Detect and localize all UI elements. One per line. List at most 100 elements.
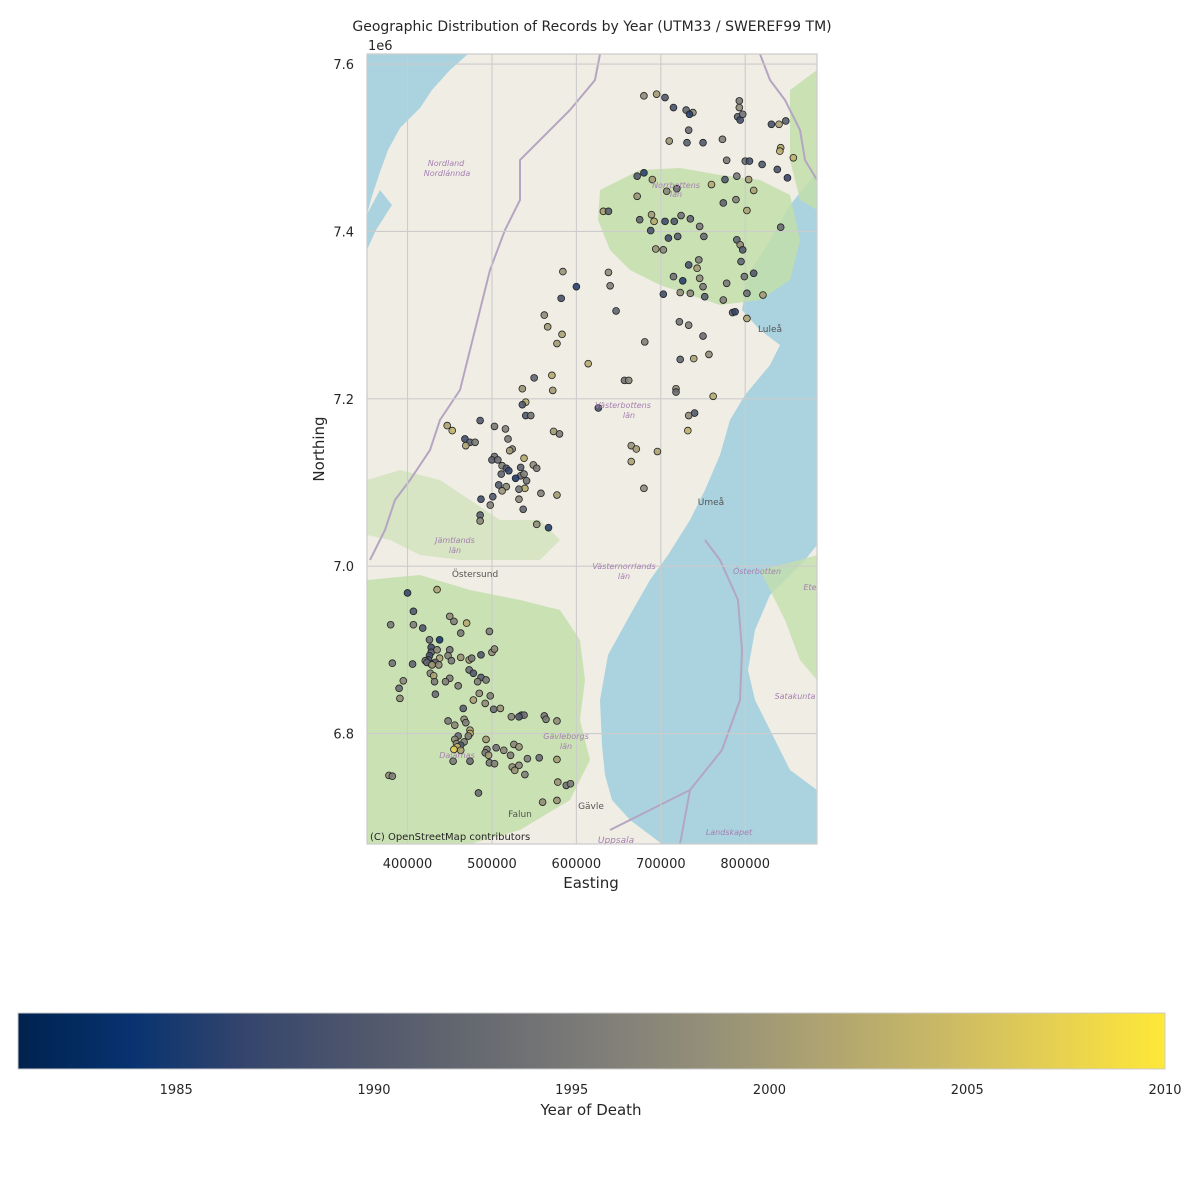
scatter-point bbox=[490, 645, 499, 653]
scatter-point bbox=[395, 684, 403, 693]
map-label: Västerbottens bbox=[595, 401, 651, 410]
scatter-point bbox=[566, 779, 575, 788]
x-tick-label: 600000 bbox=[552, 857, 602, 872]
y-tick-label: 7.0 bbox=[333, 560, 354, 575]
basemap bbox=[367, 54, 817, 844]
scatter-point bbox=[386, 620, 395, 629]
scatter-point bbox=[662, 187, 671, 196]
border-sweden-finland bbox=[759, 54, 817, 181]
scatter-point bbox=[425, 636, 434, 644]
scatter-point bbox=[434, 661, 443, 669]
border-maritime bbox=[609, 539, 744, 844]
scatter-point bbox=[515, 495, 523, 504]
map-label: Gävleborgs bbox=[543, 732, 589, 741]
scatter-point bbox=[647, 210, 656, 219]
scatter-point bbox=[653, 447, 662, 456]
scatter-point bbox=[456, 746, 465, 755]
scatter-point bbox=[388, 659, 397, 668]
scatter-point bbox=[743, 206, 751, 215]
forest-northeast bbox=[790, 70, 817, 210]
scatter-point bbox=[745, 157, 754, 165]
scatter-point bbox=[486, 692, 495, 700]
colorbar-tick-label: 2010 bbox=[1148, 1083, 1181, 1098]
scatter-point bbox=[482, 676, 490, 684]
scatter-point bbox=[652, 90, 661, 98]
scatter-point bbox=[684, 126, 693, 134]
scatter-point bbox=[515, 485, 523, 493]
colorbar-ticks: 1985 1990 1995 2000 2005 2010 bbox=[160, 1083, 1182, 1098]
scatter-point bbox=[448, 426, 457, 435]
forest-south bbox=[367, 575, 590, 844]
scatter-point bbox=[431, 690, 440, 699]
scatter-point bbox=[689, 354, 698, 363]
scatter-point bbox=[554, 778, 562, 786]
scatter-point bbox=[759, 291, 767, 299]
scatter-point bbox=[684, 261, 693, 269]
scatter-point bbox=[735, 103, 744, 112]
y-tick-label: 7.2 bbox=[333, 393, 354, 408]
map-label: Nordland bbox=[428, 159, 465, 168]
scatter-point bbox=[632, 445, 641, 453]
scatter-point bbox=[604, 268, 613, 277]
scatter-point bbox=[705, 350, 713, 359]
scatter-point bbox=[606, 282, 614, 290]
scatter-point bbox=[749, 186, 758, 195]
scatter-point bbox=[485, 627, 494, 636]
scatter-point bbox=[490, 759, 499, 768]
map-label: Östersund bbox=[452, 569, 498, 580]
scatter-point bbox=[740, 272, 749, 281]
scatter-point bbox=[640, 484, 648, 493]
scatter-point bbox=[522, 477, 531, 485]
scatter-point bbox=[648, 175, 657, 184]
x-tick-label: 800000 bbox=[720, 857, 770, 872]
scatter-point bbox=[484, 751, 493, 760]
scatter-point bbox=[584, 359, 593, 368]
scatter-point bbox=[530, 374, 538, 382]
scatter-point bbox=[510, 766, 519, 775]
scatter-point bbox=[396, 694, 404, 703]
norway-fjord-sea bbox=[367, 190, 392, 250]
scatter-point bbox=[627, 457, 636, 466]
scatter-point bbox=[700, 292, 709, 301]
colorbar-label: Year of Death bbox=[539, 1101, 641, 1119]
y-axis-label: Northing bbox=[310, 416, 328, 481]
scatter-point bbox=[684, 321, 693, 329]
scatter-point bbox=[488, 492, 497, 501]
x-tick-label: 500000 bbox=[467, 857, 517, 872]
scatter-point bbox=[467, 654, 476, 663]
scatter-point bbox=[542, 715, 550, 724]
scatter-point bbox=[604, 207, 613, 216]
scatter-point bbox=[388, 772, 397, 781]
y-offset-label: 1e6 bbox=[368, 39, 393, 54]
scatter-point bbox=[490, 422, 499, 431]
map-label: Umeå bbox=[698, 497, 724, 508]
scatter-point bbox=[518, 400, 527, 409]
scatter-point bbox=[738, 246, 747, 254]
scatter-point bbox=[731, 307, 739, 316]
scatter-point bbox=[557, 294, 565, 303]
scatter-point bbox=[464, 732, 473, 740]
scatter-point bbox=[722, 279, 731, 288]
scatter-point bbox=[767, 120, 776, 129]
map-label: Uppsala bbox=[598, 836, 634, 846]
scatter-point bbox=[693, 264, 701, 273]
scatter-point bbox=[699, 282, 707, 291]
baltic-sea bbox=[600, 172, 817, 844]
scatter-point bbox=[685, 110, 694, 119]
scatter-point bbox=[497, 470, 506, 478]
scatter-point bbox=[428, 661, 436, 669]
scatter-point bbox=[559, 267, 567, 276]
colorbar-tick-label: 1985 bbox=[160, 1083, 193, 1098]
scatter-point bbox=[572, 282, 581, 291]
scatter-point bbox=[408, 660, 417, 668]
scatter-point bbox=[743, 314, 751, 323]
scatter-point bbox=[675, 317, 684, 326]
scatter-point bbox=[700, 232, 708, 241]
forest-north bbox=[598, 168, 800, 305]
scatter-point bbox=[481, 699, 489, 708]
scatter-point bbox=[504, 435, 512, 443]
scatter-point bbox=[471, 438, 479, 447]
scatter-point bbox=[676, 355, 685, 364]
colorbar-tick-label: 2005 bbox=[951, 1083, 984, 1098]
